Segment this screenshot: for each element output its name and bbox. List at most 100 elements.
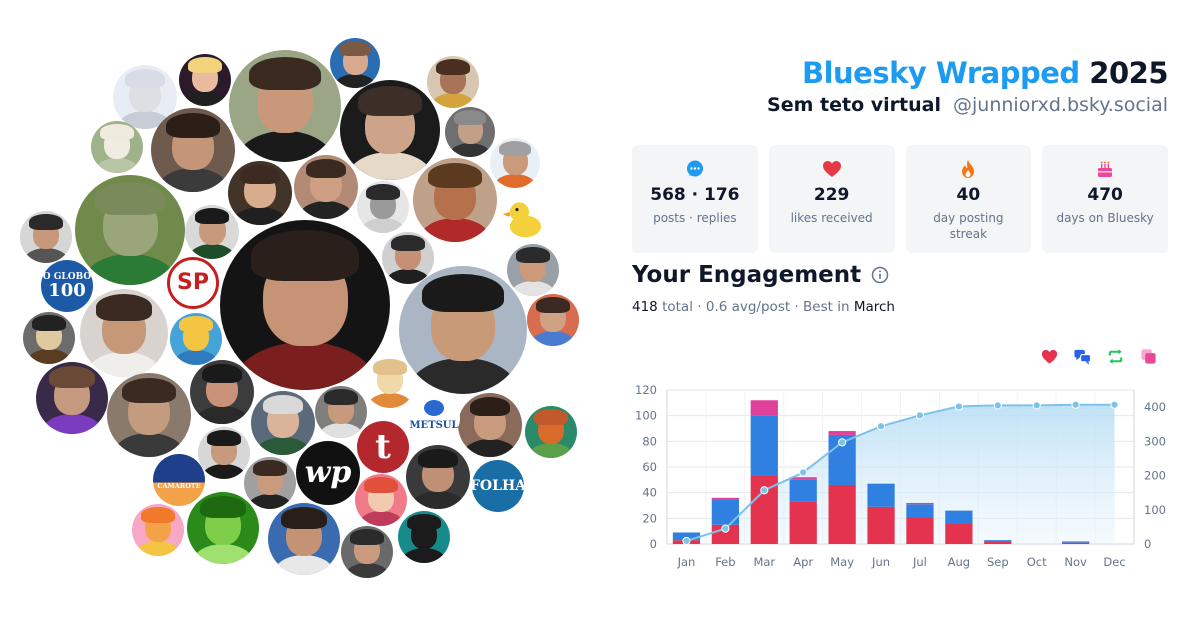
year-title: 2025 — [1089, 56, 1168, 90]
bar-segment — [789, 479, 817, 502]
stats-row: 568 · 176 posts · replies 229 likes rece… — [632, 145, 1168, 253]
avatar — [75, 175, 185, 285]
bar-segment — [750, 415, 778, 476]
avatar — [399, 266, 527, 394]
reply-icon[interactable] — [1073, 347, 1092, 366]
x-tick-label: Jan — [677, 555, 696, 569]
avatar — [525, 406, 577, 458]
wrapped-header: Bluesky Wrapped 2025 Sem teto virtual @j… — [767, 56, 1168, 116]
avatar — [507, 244, 559, 296]
avatar — [406, 445, 470, 509]
engagement-avg: 0.6 avg/post — [705, 299, 791, 315]
bar-segment — [1062, 542, 1090, 544]
avatar — [458, 393, 522, 457]
logo-text: CAMAROTE — [157, 481, 201, 490]
bar-segment — [984, 541, 1012, 544]
cumulative-point — [876, 422, 886, 431]
profile-line: Sem teto virtual @junniorxd.bsky.social — [767, 94, 1168, 116]
engagement-best-prefix: Best in — [803, 299, 850, 315]
page-title: Bluesky Wrapped 2025 — [767, 56, 1169, 90]
repost-icon[interactable] — [1106, 347, 1125, 366]
avatar — [229, 50, 341, 162]
avatar — [20, 211, 72, 263]
x-tick-label: Apr — [793, 555, 813, 569]
x-tick-label: Mar — [753, 555, 775, 569]
avatar — [445, 107, 495, 157]
logo-text: FOLHA — [472, 478, 524, 494]
stat-card-likes: 229 likes received — [768, 145, 895, 253]
bar-segment — [867, 483, 895, 507]
avatar — [355, 474, 407, 526]
y2-tick-label: 0 — [1144, 537, 1151, 551]
avatar — [382, 232, 434, 284]
flame-icon — [962, 160, 975, 178]
user-handle: @junniorxd.bsky.social — [953, 94, 1168, 116]
bar-segment — [711, 499, 739, 525]
stat-card-posts: 568 · 176 posts · replies — [632, 145, 758, 253]
avatar — [364, 356, 416, 408]
bar-segment — [945, 510, 973, 524]
avatar — [190, 360, 254, 424]
bar-segment — [828, 431, 856, 435]
cake-icon — [1098, 161, 1113, 177]
cumulative-point — [993, 401, 1002, 410]
avatar — [132, 504, 184, 556]
y-tick-label: 120 — [635, 383, 657, 397]
x-tick-label: Dec — [1103, 555, 1125, 569]
engagement-total: 418 — [632, 299, 658, 315]
wp-logo: wp — [296, 441, 360, 505]
engagement-chart: 0 20 40 60 80 100 120 0 100 200 300 400 Jan Feb Mar Apr… — [635, 383, 1166, 569]
stat-value: 568 · 176 — [650, 185, 740, 205]
avatar — [170, 313, 222, 365]
stat-label: day posting streak — [933, 211, 1004, 241]
x-tick-label: Jun — [871, 555, 890, 569]
engagement-total-label: total — [662, 299, 693, 315]
x-tick-label: Sep — [987, 555, 1009, 569]
cumulative-point — [954, 402, 963, 411]
bar-segment — [672, 532, 701, 541]
avatar — [268, 503, 340, 575]
heart-icon[interactable] — [1040, 347, 1059, 366]
y2-tick-label: 400 — [1144, 400, 1166, 414]
logo-text: O GLOBO — [42, 271, 92, 282]
avatar — [413, 158, 497, 242]
avatar — [357, 181, 409, 233]
cumulative-point — [721, 524, 730, 533]
t-logo: t — [357, 421, 409, 473]
avatar — [185, 205, 239, 259]
folha-logo: FOLHA — [472, 460, 524, 512]
metsul-logo: METSUL — [408, 392, 460, 444]
y-tick-label: 100 — [635, 409, 657, 423]
y-tick-label: 0 — [650, 537, 657, 551]
avatar — [330, 38, 380, 88]
x-tick-label: Feb — [715, 555, 735, 569]
avatar — [187, 492, 259, 564]
info-icon[interactable] — [871, 266, 889, 284]
bar-segment — [945, 523, 973, 544]
bar-segment — [906, 517, 934, 544]
bar-segment — [789, 501, 817, 544]
stat-value: 40 — [956, 185, 981, 205]
heart-icon — [822, 161, 841, 177]
avatar-cloud: O GLOBO 100 SP METSUL wp t CAMAROTE FOLHA — [20, 38, 579, 578]
avatar — [80, 289, 168, 377]
bar-segment — [1062, 541, 1090, 543]
avatar — [36, 362, 108, 434]
x-tick-label: Oct — [1027, 555, 1047, 569]
avatar — [91, 121, 143, 173]
stat-label: posts · replies — [653, 211, 737, 225]
bar-segment — [789, 477, 817, 480]
cumulative-point — [682, 536, 691, 546]
bar-segment — [711, 497, 739, 500]
bar-segment — [984, 540, 1012, 542]
y2-tick-label: 100 — [1144, 503, 1166, 517]
avatar — [427, 56, 479, 108]
avatar — [490, 138, 540, 188]
avatar — [398, 511, 450, 563]
brand-title: Bluesky Wrapped — [801, 56, 1080, 90]
bar-segment — [828, 484, 856, 544]
y-tick-label: 20 — [642, 511, 657, 525]
y2-tick-label: 300 — [1144, 434, 1166, 448]
quote-icon[interactable] — [1139, 347, 1158, 366]
logo-text: 100 — [48, 279, 86, 301]
